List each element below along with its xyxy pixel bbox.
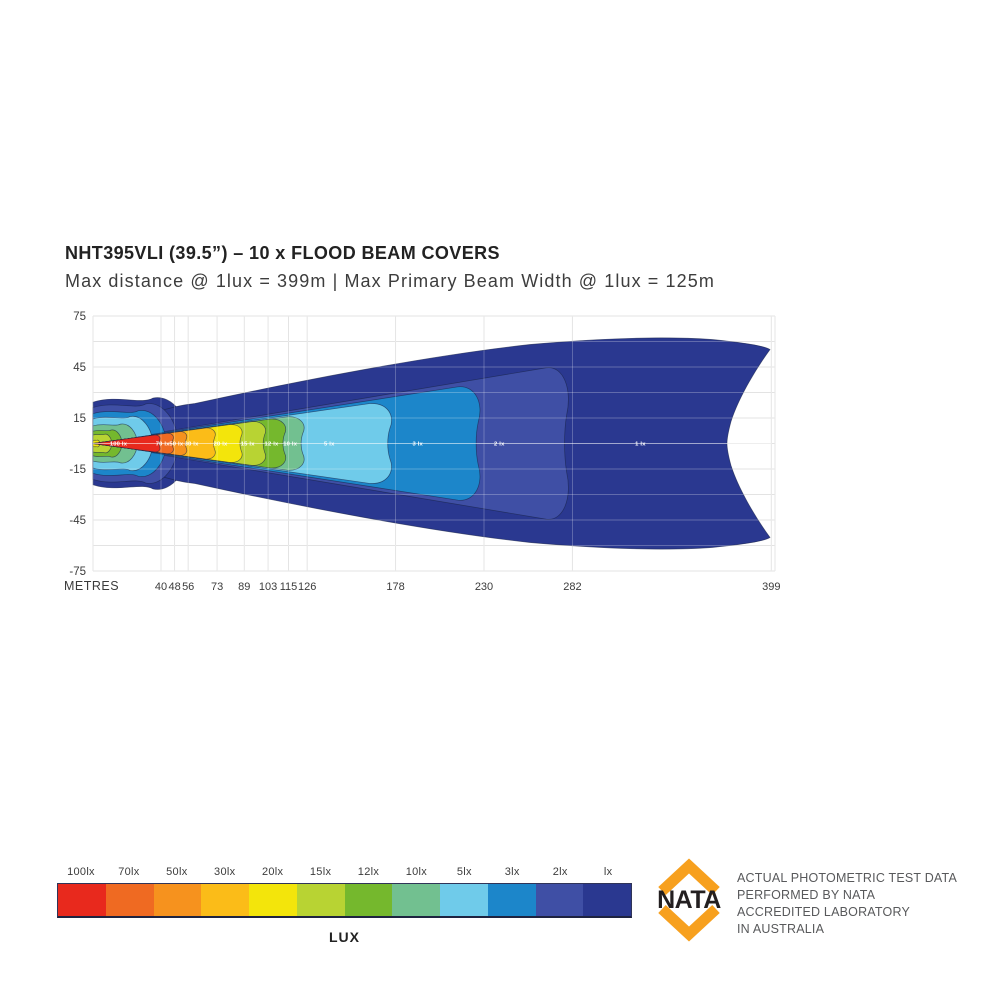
gridline-overlay bbox=[92, 315, 776, 572]
x-tick-label: 103 bbox=[259, 581, 277, 593]
legend-swatch-20lx bbox=[249, 884, 297, 916]
legend-swatch-10lx bbox=[392, 884, 440, 916]
legend-label-20lx: 20lx bbox=[261, 866, 284, 878]
legend-label-15lx: 15lx bbox=[309, 866, 332, 878]
legend-label-70lx: 70lx bbox=[118, 866, 140, 878]
contour-label-5lx: 5 lx bbox=[324, 442, 335, 448]
axis-labels: 75 45 15 -15 -45 -75 40 48 56 73 89 103 115 126 178 230… bbox=[64, 311, 780, 593]
y-tick-label: 45 bbox=[73, 362, 86, 374]
legend-swatch-3lx bbox=[487, 884, 536, 916]
page-title: NHT395VLI (39.5”) – 10 x FLOOD BEAM COVE… bbox=[65, 243, 500, 263]
x-tick-label: 399 bbox=[762, 581, 780, 593]
legend-swatch-lx bbox=[583, 884, 631, 916]
legend-label-5lx: 5lx bbox=[456, 866, 472, 878]
legend-swatch-50lx bbox=[153, 884, 202, 916]
contour-label-50lx: 50 lx bbox=[169, 442, 183, 448]
lux-legend: 100lx 70lx 50lx 30lx 20lx 15lx 12lx 10lx 5lx 3lx 2… bbox=[57, 866, 632, 945]
contour-label-10lx: 10 lx bbox=[283, 442, 297, 448]
nata-logo: NATA bbox=[657, 858, 722, 942]
legend-label-30lx: 30lx bbox=[214, 866, 236, 878]
y-tick-label: 15 bbox=[73, 413, 86, 425]
nata-text-line: IN AUSTRALIA bbox=[737, 922, 825, 936]
x-tick-label: 230 bbox=[475, 581, 493, 593]
legend-color-bar bbox=[57, 883, 632, 918]
contour-label-3lx: 3 lx bbox=[412, 442, 423, 448]
legend-swatch-30lx bbox=[201, 884, 249, 916]
nata-accreditation-text: ACTUAL PHOTOMETRIC TEST DATA PERFORMED B… bbox=[737, 870, 977, 938]
page-subtitle: Max distance @ 1lux = 399m | Max Primary… bbox=[65, 271, 715, 291]
contour-label-12lx: 12 lx bbox=[265, 442, 279, 448]
legend-label-row: 100lx 70lx 50lx 30lx 20lx 15lx 12lx 10lx 5lx 3lx 2… bbox=[57, 866, 632, 878]
legend-swatch-5lx bbox=[440, 884, 488, 916]
y-tick-label: 75 bbox=[73, 311, 86, 323]
x-tick-label: 89 bbox=[238, 581, 250, 593]
legend-swatch-100lx bbox=[58, 884, 106, 916]
legend-swatch-15lx bbox=[296, 884, 345, 916]
x-tick-label: 56 bbox=[182, 581, 194, 593]
legend-label-100lx: 100lx bbox=[67, 866, 95, 878]
contour-label-15lx: 15 lx bbox=[241, 442, 255, 448]
x-tick-label: 40 bbox=[155, 581, 167, 593]
legend-label-2lx: 2lx bbox=[552, 866, 568, 878]
y-tick-label: -45 bbox=[69, 515, 86, 527]
nata-chevron-down-icon bbox=[658, 904, 720, 942]
chart-header: NHT395VLI (39.5”) – 10 x FLOOD BEAM COVE… bbox=[65, 243, 965, 292]
legend-swatch-70lx bbox=[105, 884, 154, 916]
legend-label-3lx: 3lx bbox=[504, 866, 520, 878]
beam-pattern-chart: 100 lx 70 lx 50 lx 30 lx 20 lx 15 lx 12 lx 10 l… bbox=[64, 311, 780, 593]
contour-label-20lx: 20 lx bbox=[214, 442, 228, 448]
legend-label-10lx: 10lx bbox=[405, 866, 428, 878]
nata-chevron-up-icon bbox=[658, 858, 720, 896]
nata-text-line: ACTUAL PHOTOMETRIC TEST DATA bbox=[737, 871, 957, 885]
contour-label-30lx: 30 lx bbox=[185, 442, 199, 448]
x-tick-label: 73 bbox=[211, 581, 223, 593]
x-tick-label: 282 bbox=[563, 581, 581, 593]
y-tick-label: -15 bbox=[69, 464, 86, 476]
contour-label-70lx: 70 lx bbox=[156, 442, 170, 448]
y-tick-label: -75 bbox=[69, 566, 86, 578]
x-tick-label: 48 bbox=[168, 581, 180, 593]
contour-label-2lx: 2 lx bbox=[494, 442, 505, 448]
x-tick-label: 115 bbox=[280, 581, 298, 593]
legend-swatch-12lx bbox=[344, 884, 393, 916]
x-tick-label: 178 bbox=[386, 581, 404, 593]
contour-label-100lx: 100 lx bbox=[110, 442, 128, 448]
contour-label-lx: 1 lx bbox=[635, 442, 646, 448]
nata-text-line: ACCREDITED LABORATORY bbox=[737, 905, 910, 919]
legend-label-lx: lx bbox=[603, 866, 613, 878]
legend-label-12lx: 12lx bbox=[357, 866, 380, 878]
x-tick-label: 126 bbox=[298, 581, 316, 593]
legend-label-50lx: 50lx bbox=[166, 866, 188, 878]
nata-logo-text: NATA bbox=[657, 886, 721, 914]
nata-text-line: PERFORMED BY NATA bbox=[737, 888, 876, 902]
beam-contour-labels: 100 lx 70 lx 50 lx 30 lx 20 lx 15 lx 12 lx 10 l… bbox=[110, 442, 646, 448]
legend-swatch-2lx bbox=[535, 884, 584, 916]
x-axis-title: METRES bbox=[64, 579, 119, 593]
legend-title: LUX bbox=[329, 929, 360, 945]
